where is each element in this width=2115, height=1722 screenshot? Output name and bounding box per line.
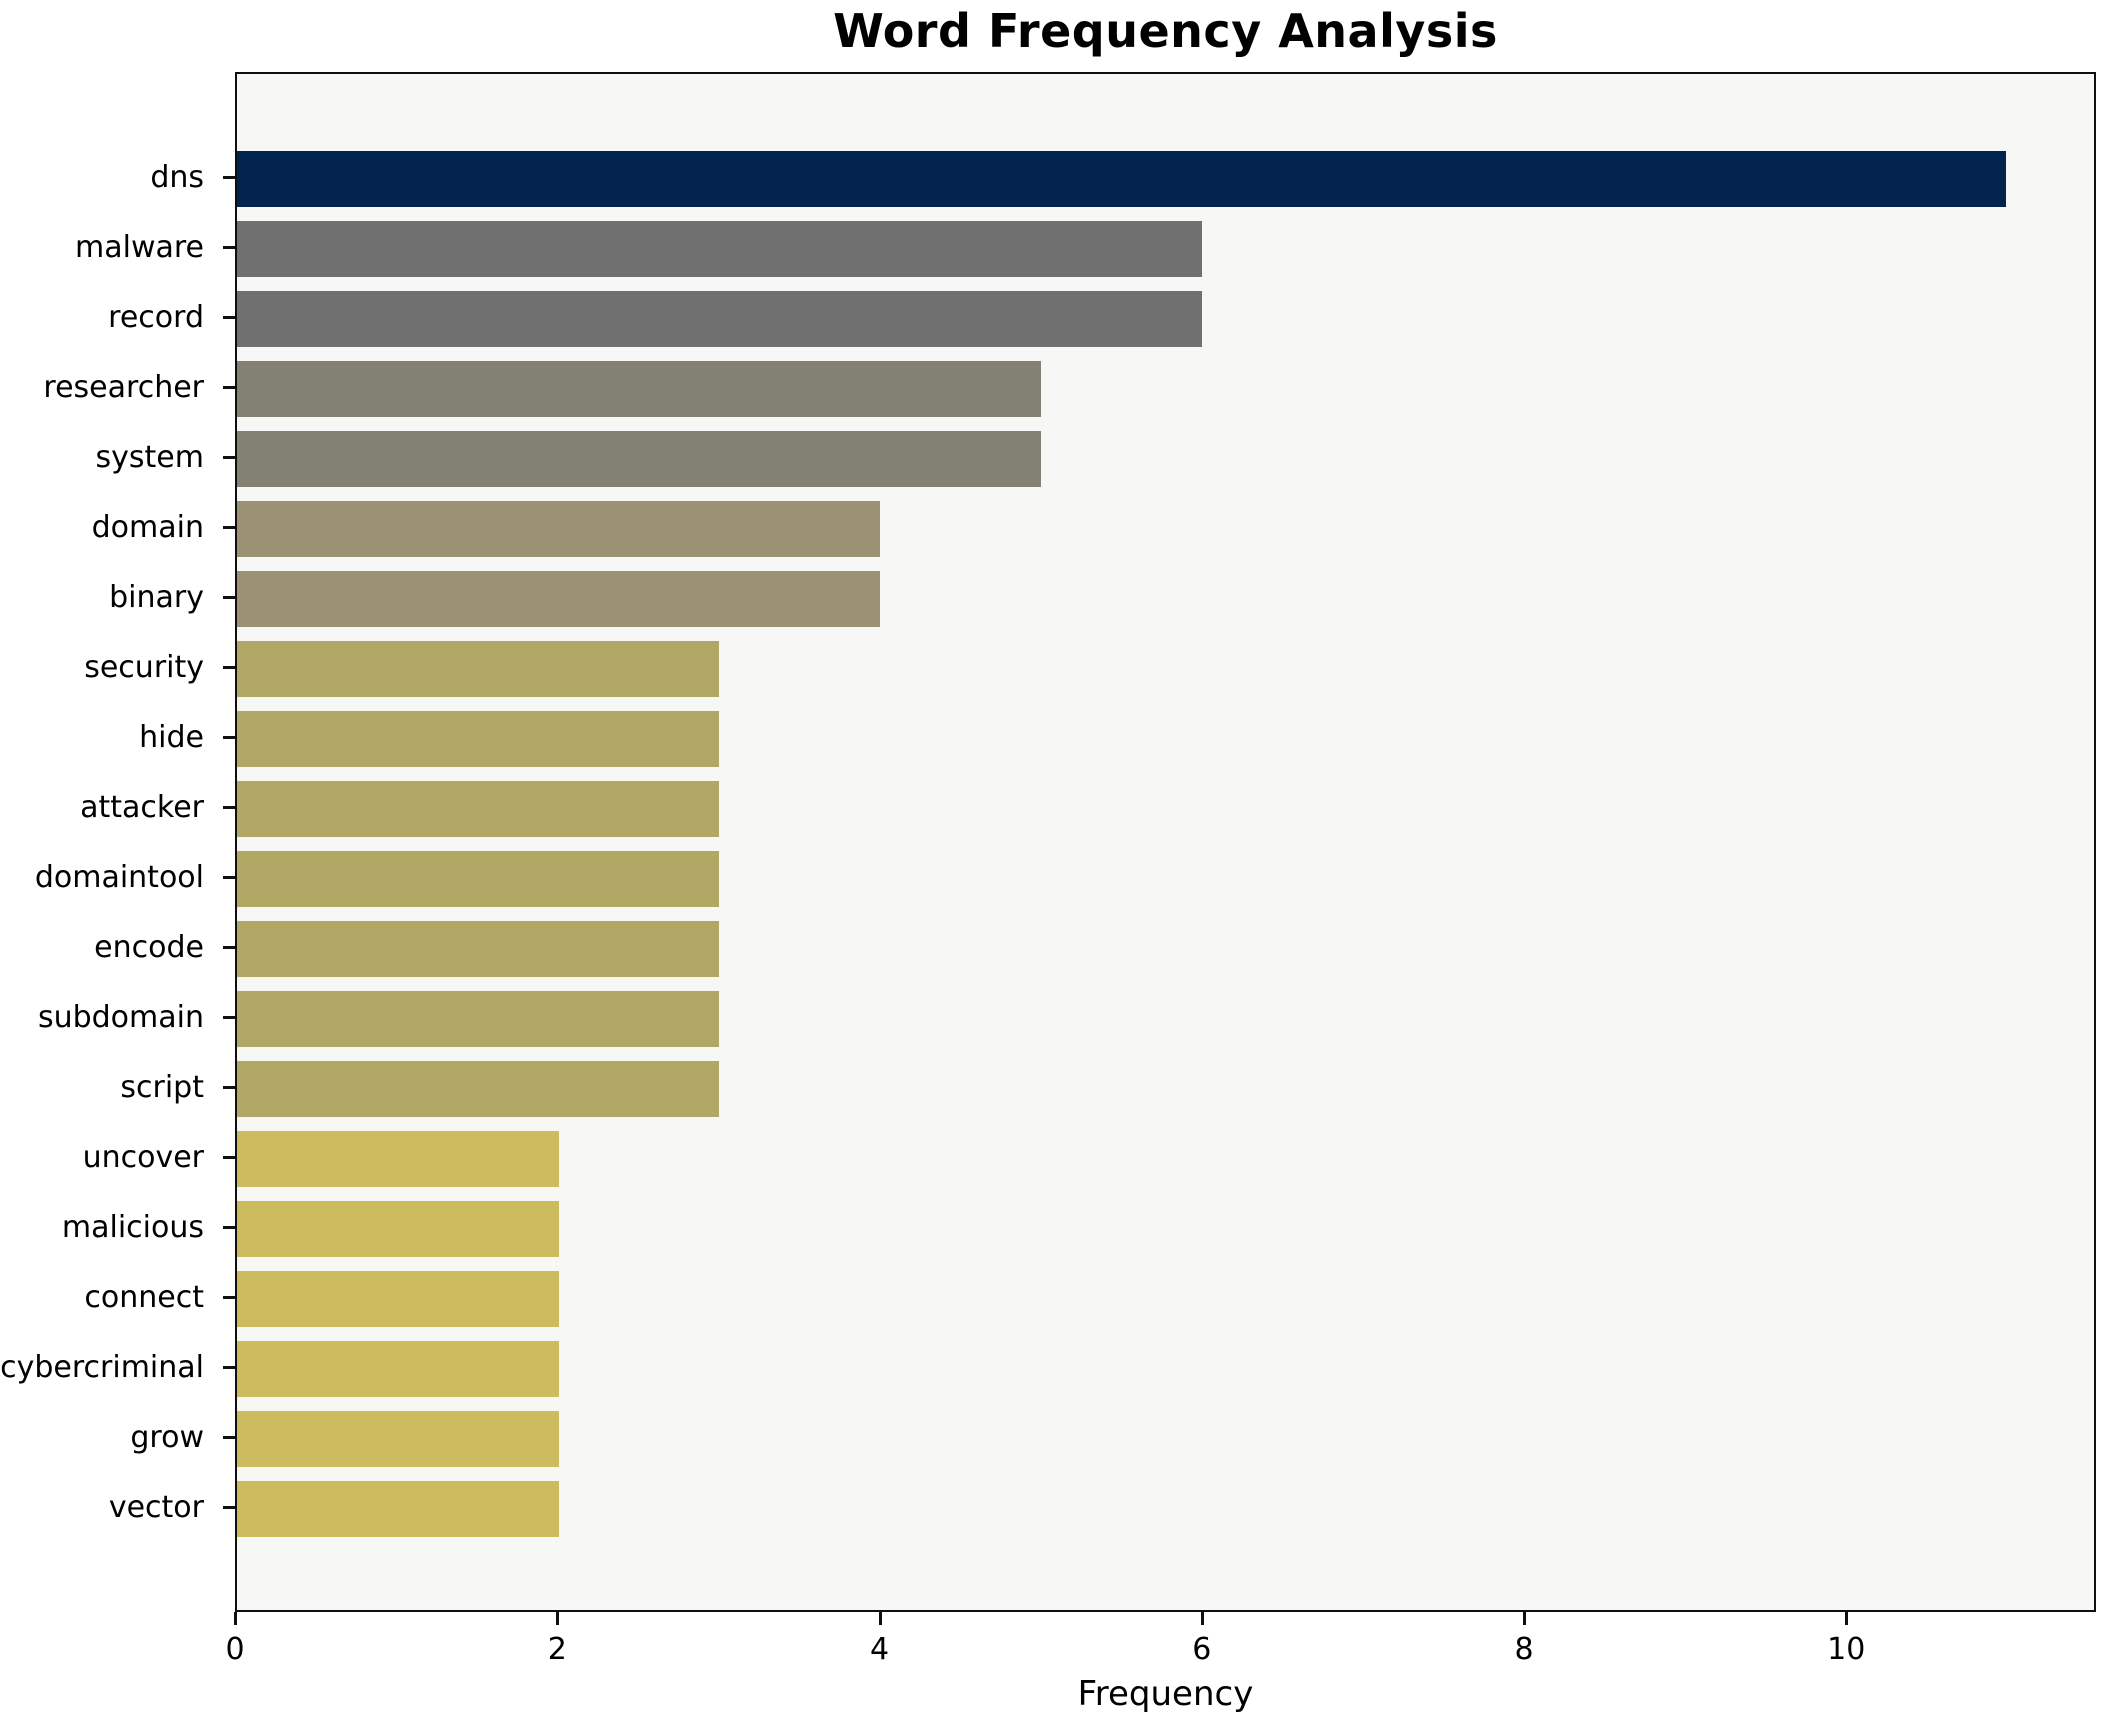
y-tick-mark [223, 666, 235, 669]
plot-area [235, 72, 2096, 1612]
y-tick-mark [223, 1366, 235, 1369]
x-tick-label: 4 [869, 1632, 890, 1667]
bar [237, 291, 1202, 347]
bar [237, 431, 1041, 487]
bar-row [237, 1054, 2094, 1124]
y-tick-mark [223, 456, 235, 459]
y-tick-label: record [108, 299, 204, 335]
x-tick-mark [1200, 1612, 1204, 1625]
bar-row [237, 844, 2094, 914]
y-tick-mark [223, 1016, 235, 1019]
bar-row [237, 774, 2094, 844]
bar [237, 851, 720, 907]
bar-row [237, 144, 2094, 214]
x-axis-label: Frequency [1077, 1674, 1254, 1714]
bar-row [237, 284, 2094, 354]
x-tick-label: 6 [1192, 1632, 1212, 1667]
y-tick-label: connect [84, 1279, 204, 1315]
x-tick-label: 10 [1827, 1632, 1866, 1667]
bar [237, 781, 720, 837]
y-tick-mark [223, 1156, 235, 1159]
bar-row [237, 1124, 2094, 1194]
y-tick-mark [223, 876, 235, 879]
bar [237, 1201, 559, 1257]
bar [237, 361, 1041, 417]
y-tick-label: malicious [61, 1209, 204, 1245]
y-tick-label: system [95, 439, 204, 475]
y-tick-label: researcher [43, 369, 204, 405]
bar-row [237, 984, 2094, 1054]
y-tick-mark [223, 1226, 235, 1229]
bar [237, 711, 720, 767]
y-tick-label: cybercriminal [0, 1349, 204, 1385]
y-tick-label: grow [130, 1419, 204, 1455]
x-tick-label: 2 [547, 1632, 567, 1667]
bar-row [237, 214, 2094, 284]
bar-row [237, 634, 2094, 704]
bar [237, 501, 881, 557]
x-tick-label: 8 [1514, 1632, 1534, 1667]
x-tick-label: 0 [225, 1632, 245, 1667]
y-tick-label: vector [108, 1489, 204, 1525]
bar [237, 1481, 559, 1537]
y-tick-label: security [84, 649, 204, 685]
y-tick-label: script [120, 1069, 204, 1105]
chart-title: Word Frequency Analysis [833, 4, 1498, 58]
y-tick-mark [223, 176, 235, 179]
y-tick-label: dns [150, 159, 204, 195]
y-tick-mark [223, 946, 235, 949]
y-tick-mark [223, 806, 235, 809]
y-tick-label: attacker [80, 789, 204, 825]
bar-row [237, 704, 2094, 774]
y-tick-mark [223, 1296, 235, 1299]
y-tick-mark [223, 596, 235, 599]
y-tick-mark [223, 1436, 235, 1439]
y-tick-label: uncover [82, 1139, 204, 1175]
y-tick-label: subdomain [37, 999, 204, 1035]
bar-row [237, 1264, 2094, 1334]
x-tick-mark [878, 1612, 882, 1625]
bar [237, 1061, 720, 1117]
bar [237, 221, 1202, 277]
y-tick-label: binary [109, 579, 204, 615]
x-tick-mark [234, 1612, 237, 1625]
y-tick-label: hide [139, 719, 204, 755]
x-tick-mark [1523, 1612, 1526, 1625]
x-tick-mark [1845, 1612, 1849, 1625]
bar-row [237, 564, 2094, 634]
y-tick-mark [223, 1506, 235, 1509]
y-tick-mark [223, 246, 235, 249]
bar [237, 1131, 559, 1187]
bar [237, 1411, 559, 1467]
y-tick-mark [223, 386, 235, 389]
bar [237, 1341, 559, 1397]
bar-row [237, 1474, 2094, 1544]
y-tick-label: malware [75, 229, 204, 265]
bar-row [237, 424, 2094, 494]
y-tick-label: encode [94, 929, 204, 965]
bar [237, 991, 720, 1047]
bar [237, 151, 2006, 207]
y-tick-mark [223, 316, 235, 319]
bar-row [237, 354, 2094, 424]
bar-row [237, 914, 2094, 984]
y-tick-mark [223, 526, 235, 529]
y-tick-label: domain [91, 509, 204, 545]
bar [237, 571, 881, 627]
x-tick-mark [556, 1612, 560, 1625]
bars-container [237, 144, 2094, 1544]
bar [237, 641, 720, 697]
bar-row [237, 1404, 2094, 1474]
y-tick-label: domaintool [34, 859, 204, 895]
y-axis-labels: dns malware record researcher system domain bi… [0, 142, 213, 1542]
bar-row [237, 1334, 2094, 1404]
bar-row [237, 1194, 2094, 1264]
bar-row [237, 494, 2094, 564]
bar [237, 1271, 559, 1327]
y-tick-mark [223, 736, 235, 739]
bar [237, 921, 720, 977]
y-tick-mark [223, 1086, 235, 1089]
